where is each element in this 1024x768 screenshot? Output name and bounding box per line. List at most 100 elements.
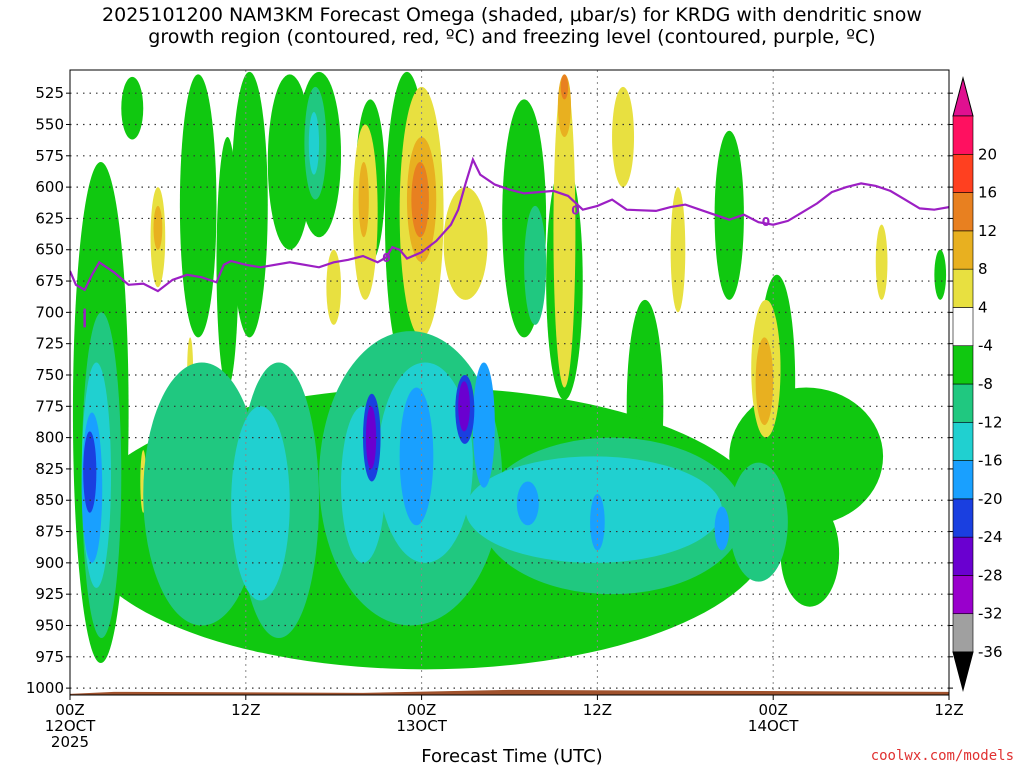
omega-region bbox=[399, 387, 434, 526]
chart-title-line1: 2025101200 NAM3KM Forecast Omega (shaded… bbox=[102, 4, 922, 26]
omega-region bbox=[729, 462, 788, 582]
colorbar-label: -36 bbox=[978, 643, 1003, 661]
y-tick-label: 700 bbox=[35, 303, 64, 321]
omega-region bbox=[934, 249, 947, 300]
omega-region bbox=[358, 162, 369, 238]
omega-region bbox=[143, 362, 261, 626]
y-tick-label: 725 bbox=[35, 335, 64, 353]
y-tick-label: 900 bbox=[35, 554, 64, 572]
y-tick-label: 925 bbox=[35, 585, 64, 603]
y-tick-label: 675 bbox=[35, 272, 64, 290]
y-tick-label: 950 bbox=[35, 616, 64, 634]
omega-region bbox=[612, 86, 635, 188]
colorbar-label: -20 bbox=[978, 490, 1003, 508]
colorbar-swatch bbox=[952, 192, 974, 232]
freezing-level-label: 0 bbox=[571, 204, 579, 218]
omega-region bbox=[560, 74, 569, 100]
omega-region bbox=[472, 362, 495, 488]
omega-region bbox=[590, 493, 605, 551]
y-tick-label: 550 bbox=[35, 115, 64, 133]
y-tick-label: 650 bbox=[35, 241, 64, 259]
omega-region bbox=[231, 406, 290, 601]
y-tick-label: 975 bbox=[35, 648, 64, 666]
x-tick-label: 12Z bbox=[231, 701, 260, 719]
x-tick-label: 00Z bbox=[759, 701, 788, 719]
colorbar-bottom-arrow bbox=[952, 651, 974, 692]
colorbar-swatch bbox=[952, 153, 974, 193]
x-tick-label: 14OCT bbox=[748, 717, 799, 735]
freezing-level-line bbox=[70, 156, 949, 293]
omega-region bbox=[714, 130, 744, 300]
omega-region bbox=[524, 205, 547, 325]
omega-region bbox=[231, 71, 268, 338]
omega-region bbox=[308, 111, 320, 175]
x-axis-label: Forecast Time (UTC) bbox=[421, 746, 603, 767]
omega-region bbox=[553, 74, 576, 388]
chart-title-line2: growth region (contoured, red, ºC) and f… bbox=[148, 26, 876, 48]
colorbar-swatch bbox=[952, 268, 974, 308]
colorbar-label: -8 bbox=[978, 375, 993, 393]
x-tick-label: 00Z bbox=[407, 701, 436, 719]
colorbar-label: -12 bbox=[978, 413, 1003, 431]
grid-lines bbox=[70, 70, 949, 695]
omega-region bbox=[458, 381, 470, 432]
ground-terrain bbox=[70, 689, 949, 695]
colorbar-swatch bbox=[952, 498, 974, 538]
colorbar-swatch bbox=[952, 307, 974, 347]
ground-fill bbox=[70, 689, 949, 695]
y-tick-label: 750 bbox=[35, 366, 64, 384]
plot-frame bbox=[69, 69, 950, 696]
omega-region bbox=[179, 74, 217, 338]
y-axis-ticks: 525 550 575 600 625 650 675 700 725 750 775 800 825 8… bbox=[26, 84, 953, 697]
colorbar-swatch bbox=[952, 345, 974, 385]
omega-shading bbox=[72, 71, 947, 670]
y-tick-label: 800 bbox=[35, 429, 64, 447]
colorbar-swatch bbox=[952, 613, 974, 653]
x-tick-label: 12Z bbox=[934, 701, 963, 719]
colorbar-top-arrow bbox=[952, 76, 974, 117]
colorbar-label: -4 bbox=[978, 337, 993, 355]
colorbar-label: -24 bbox=[978, 528, 1003, 546]
omega-region bbox=[875, 224, 888, 300]
y-tick-label: 625 bbox=[35, 209, 64, 227]
omega-region bbox=[121, 76, 144, 140]
colorbar-swatch bbox=[952, 575, 974, 615]
credit-text: coolwx.com/models bbox=[870, 748, 1014, 764]
x-tick-label: 12Z bbox=[583, 701, 612, 719]
colorbar-swatch bbox=[952, 460, 974, 500]
colorbar: -36 -32 -28 -24 -20 -16 -12 -8 -4 4 8 12 16 20 bbox=[952, 76, 1003, 692]
freezing-level-label: 0 bbox=[762, 215, 770, 229]
x-tick-label: 13OCT bbox=[396, 717, 447, 735]
x-tick-label: 2025 bbox=[51, 733, 89, 751]
colorbar-label: 4 bbox=[978, 298, 988, 316]
y-tick-label: 575 bbox=[35, 147, 64, 165]
omega-region bbox=[153, 205, 163, 250]
omega-region bbox=[411, 162, 429, 238]
omega-region bbox=[780, 500, 840, 607]
y-tick-label: 825 bbox=[35, 460, 64, 478]
y-tick-label: 875 bbox=[35, 523, 64, 541]
omega-region bbox=[443, 187, 488, 300]
colorbar-label: -16 bbox=[978, 452, 1003, 470]
omega-region bbox=[714, 506, 730, 551]
x-tick-label: 00Z bbox=[55, 701, 84, 719]
omega-region bbox=[755, 337, 774, 426]
omega-region bbox=[365, 406, 377, 469]
omega-region bbox=[83, 431, 97, 513]
colorbar-swatch bbox=[952, 230, 974, 270]
colorbar-label: 12 bbox=[978, 222, 997, 240]
colorbar-swatch bbox=[952, 383, 974, 423]
y-tick-label: 600 bbox=[35, 178, 64, 196]
freezing-level-contour: 0 0 0 bbox=[70, 156, 949, 328]
colorbar-swatch bbox=[952, 115, 974, 155]
y-tick-label: 850 bbox=[35, 491, 64, 509]
omega-region bbox=[326, 249, 342, 325]
colorbar-swatch bbox=[952, 536, 974, 576]
colorbar-label: 16 bbox=[978, 184, 997, 202]
colorbar-label: -28 bbox=[978, 566, 1003, 584]
y-tick-label: 1000 bbox=[26, 679, 64, 697]
colorbar-label: 20 bbox=[978, 145, 997, 163]
x-tick-label: 12OCT bbox=[45, 717, 96, 735]
